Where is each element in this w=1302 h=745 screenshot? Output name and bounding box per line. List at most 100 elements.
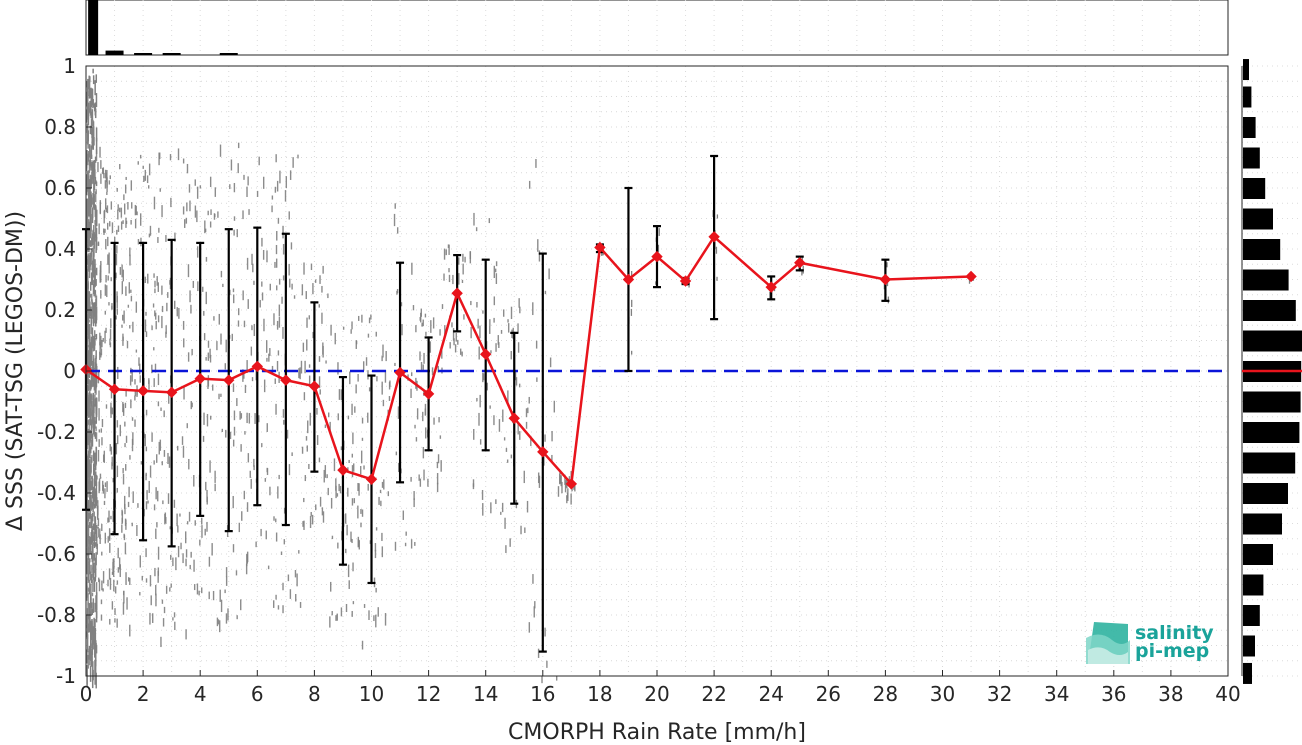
scatter-point <box>478 346 480 360</box>
scatter-point <box>191 402 193 408</box>
scatter-point <box>155 320 157 330</box>
scatter-point <box>88 587 90 592</box>
data-point-marker <box>251 360 264 373</box>
scatter-point <box>97 241 100 246</box>
scatter-point <box>801 269 803 276</box>
scatter-point <box>131 522 133 527</box>
scatter-point <box>351 453 354 458</box>
scatter-point <box>214 187 217 197</box>
scatter-point <box>154 280 156 288</box>
scatter-point <box>357 482 359 492</box>
scatter-point <box>361 509 364 517</box>
scatter-point <box>127 201 129 210</box>
scatter-point <box>157 570 159 583</box>
scatter-point <box>470 300 472 306</box>
scatter-point <box>436 473 439 485</box>
scatter-point <box>306 445 308 452</box>
scatter-point <box>118 557 121 570</box>
scatter-point <box>294 570 297 578</box>
scatter-point <box>86 102 89 120</box>
scatter-point <box>528 622 531 633</box>
scatter-point <box>89 342 91 354</box>
scatter-point <box>94 638 96 646</box>
logo-wave-icon <box>1086 622 1130 664</box>
scatter-point <box>89 480 91 499</box>
scatter-point <box>219 589 221 602</box>
scatter-point <box>91 409 94 423</box>
scatter-point <box>89 659 91 666</box>
scatter-point <box>502 409 504 422</box>
scatter-point <box>89 294 92 298</box>
scatter-point <box>510 454 513 459</box>
scatter-point <box>112 477 114 483</box>
scatter-point <box>95 582 98 595</box>
y-axis-label: Δ SSS (SAT-TSG (LEGOS-DM)) <box>3 211 28 531</box>
scatter-point <box>125 176 127 180</box>
scatter-point <box>86 150 88 163</box>
scatter-point <box>185 549 188 558</box>
scatter-point <box>92 126 94 136</box>
scatter-point <box>86 664 88 677</box>
scatter-point <box>94 317 97 327</box>
scatter-point <box>157 490 159 502</box>
scatter-point <box>517 323 519 334</box>
scatter-point <box>159 188 161 192</box>
scatter-point <box>476 301 478 308</box>
scatter-point <box>345 548 347 554</box>
scatter-point <box>129 325 131 329</box>
scatter-point <box>306 339 308 351</box>
scatter-point <box>100 614 103 621</box>
scatter-point <box>543 452 545 466</box>
scatter-point <box>240 444 242 452</box>
scatter-point <box>263 379 266 393</box>
scatter-point <box>91 109 94 121</box>
scatter-point <box>263 318 265 332</box>
scatter-point <box>109 175 111 180</box>
scatter-point <box>535 340 538 349</box>
scatter-point <box>269 348 271 356</box>
scatter-point <box>100 335 102 349</box>
scatter-point <box>251 253 253 265</box>
scatter-point <box>205 357 207 361</box>
scatter-point <box>243 371 245 379</box>
scatter-point <box>91 247 94 252</box>
scatter-point <box>87 336 89 348</box>
scatter-point <box>199 539 201 546</box>
scatter-point <box>92 450 95 461</box>
scatter-point <box>87 398 89 413</box>
scatter-point <box>117 209 119 220</box>
scatter-point <box>155 487 157 500</box>
scatter-point <box>147 500 149 504</box>
scatter-point <box>225 567 228 578</box>
scatter-point <box>91 528 94 543</box>
scatter-point <box>216 617 219 627</box>
scatter-point <box>145 474 147 481</box>
scatter-point <box>293 295 296 299</box>
y-tick-label: -0.4 <box>37 481 76 505</box>
scatter-point <box>172 557 174 567</box>
scatter-point <box>190 401 192 410</box>
scatter-point <box>88 536 91 544</box>
scatter-point <box>110 446 113 455</box>
scatter-point <box>115 253 118 266</box>
scatter-point <box>89 242 91 247</box>
scatter-point <box>530 435 532 447</box>
scatter-point <box>100 160 102 169</box>
scatter-point <box>187 352 190 362</box>
scatter-point <box>261 237 263 247</box>
scatter-point <box>111 456 113 467</box>
scatter-point <box>88 183 90 202</box>
scatter-point <box>102 571 105 584</box>
scatter-point <box>559 473 561 485</box>
scatter-point <box>145 331 148 338</box>
scatter-point <box>91 95 94 106</box>
scatter-point <box>170 554 172 560</box>
right-histogram-bar <box>1243 483 1288 504</box>
scatter-point <box>769 291 771 300</box>
scatter-point <box>303 497 305 503</box>
scatter-point <box>92 309 95 324</box>
scatter-point <box>90 602 93 609</box>
scatter-point <box>108 264 110 274</box>
scatter-point <box>296 573 298 587</box>
scatter-point <box>111 601 114 610</box>
